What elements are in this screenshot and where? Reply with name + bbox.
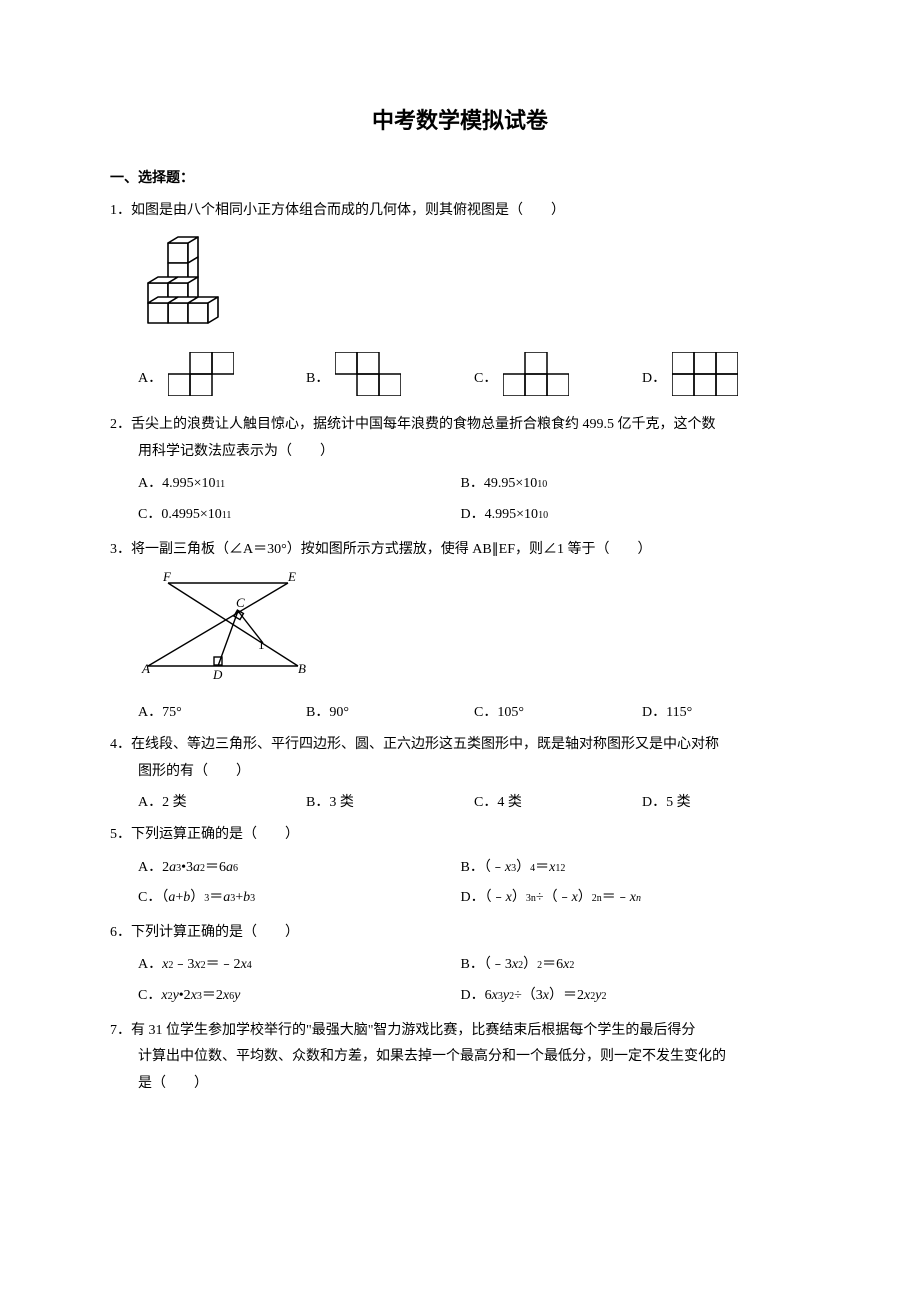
- svg-text:B: B: [298, 661, 306, 676]
- q1-opt-b: B．: [306, 352, 456, 407]
- q-num: 7．: [110, 1023, 131, 1038]
- q5-opt-b: B．（﹣x3）4＝x12: [461, 855, 784, 882]
- q3-options: A．75° B．90° C．105° D．115°: [110, 700, 810, 727]
- q4-opt-a: A．2 类: [138, 790, 306, 817]
- q-num: 2．: [110, 417, 131, 432]
- q-num: 5．: [110, 827, 131, 842]
- q2-opt-c: C．0.4995×1011: [138, 502, 461, 529]
- q1-isometric-figure: [138, 233, 810, 344]
- q-text: 下列运算正确的是（ ）: [131, 827, 299, 842]
- svg-text:A: A: [141, 661, 150, 676]
- q-text: 如图是由八个相同小正方体组合而成的几何体，则其俯视图是（ ）: [131, 203, 565, 218]
- q4-opt-d: D．5 类: [642, 790, 810, 817]
- q6-opt-d: D．6x3y2÷（3x）＝2x2y2: [461, 983, 784, 1010]
- q2-opt-d: D．4.995×1010: [461, 502, 784, 529]
- q3-opt-d: D．115°: [642, 700, 810, 727]
- q3-figure: F E C A D B 1: [138, 571, 810, 692]
- svg-text:1: 1: [258, 637, 265, 652]
- q1-opt-c-figure: [503, 352, 569, 407]
- q1-options: A． B．: [110, 352, 810, 407]
- question-4: 4．在线段、等边三角形、平行四边形、圆、正六边形这五类图形中，既是轴对称图形又是…: [110, 732, 810, 785]
- q3-opt-c: C．105°: [474, 700, 642, 727]
- question-3: 3．将一副三角板（∠A＝30°）按如图所示方式摆放，使得 AB∥EF，则∠1 等…: [110, 537, 810, 564]
- q4-opt-b: B．3 类: [306, 790, 474, 817]
- question-5: 5．下列运算正确的是（ ）: [110, 822, 810, 849]
- q4-opt-c: C．4 类: [474, 790, 642, 817]
- q7-text3: 是（ ）: [110, 1071, 810, 1098]
- q7-text2: 计算出中位数、平均数、众数和方差，如果去掉一个最高分和一个最低分，则一定不发生变…: [110, 1044, 810, 1071]
- q-text: 下列计算正确的是（ ）: [131, 925, 299, 940]
- question-2: 2．舌尖上的浪费让人触目惊心，据统计中国每年浪费的食物总量折合粮食约 499.5…: [110, 412, 810, 465]
- q2-options: A．4.995×1011 B．49.95×1010 C．0.4995×1011 …: [110, 469, 810, 530]
- question-7: 7．有 31 位学生参加学校举行的"最强大脑"智力游戏比赛，比赛结束后根据每个学…: [110, 1018, 810, 1098]
- q6-opt-c: C．x2y•2x3＝2x6y: [138, 983, 461, 1010]
- q-text: 有 31 位学生参加学校举行的"最强大脑"智力游戏比赛，比赛结束后根据每个学生的…: [131, 1023, 695, 1038]
- q2-opt-a: A．4.995×1011: [138, 471, 461, 498]
- q2-opt-b: B．49.95×1010: [461, 471, 784, 498]
- q1-opt-a-figure: [168, 352, 234, 407]
- q5-opt-c: C．（a+b）3＝a3+b3: [138, 885, 461, 912]
- q5-opt-d: D．（﹣x）3n÷（﹣x）2n＝﹣xn: [461, 885, 784, 912]
- svg-text:D: D: [212, 667, 223, 681]
- q-text: 舌尖上的浪费让人触目惊心，据统计中国每年浪费的食物总量折合粮食约 499.5 亿…: [131, 417, 716, 432]
- q6-opt-a: A．x2﹣3x2＝﹣2x4: [138, 952, 461, 979]
- section-heading: 一、选择题：: [110, 166, 810, 193]
- q5-opt-a: A．2a3•3a2＝6a6: [138, 855, 461, 882]
- q6-options: A．x2﹣3x2＝﹣2x4 B．（﹣3x2）2＝6x2 C．x2y•2x3＝2x…: [110, 950, 810, 1011]
- page-title: 中考数学模拟试卷: [110, 100, 810, 142]
- q3-opt-a: A．75°: [138, 700, 306, 727]
- q6-opt-b: B．（﹣3x2）2＝6x2: [461, 952, 784, 979]
- q-text: 将一副三角板（∠A＝30°）按如图所示方式摆放，使得 AB∥EF，则∠1 等于（…: [131, 542, 652, 557]
- q4-options: A．2 类 B．3 类 C．4 类 D．5 类: [110, 790, 810, 817]
- q-num: 4．: [110, 737, 131, 752]
- q-text: 在线段、等边三角形、平行四边形、圆、正六边形这五类图形中，既是轴对称图形又是中心…: [131, 737, 719, 752]
- q1-opt-b-figure: [335, 352, 401, 407]
- document-page: 中考数学模拟试卷 一、选择题： 1．如图是由八个相同小正方体组合而成的几何体，则…: [0, 0, 920, 1161]
- svg-text:C: C: [236, 595, 245, 610]
- q4-text2: 图形的有（ ）: [110, 759, 810, 786]
- svg-text:F: F: [162, 571, 172, 584]
- q1-opt-d-figure: [672, 352, 738, 407]
- q-num: 6．: [110, 925, 131, 940]
- q-num: 1．: [110, 203, 131, 218]
- q1-opt-a: A．: [138, 352, 288, 407]
- question-1: 1．如图是由八个相同小正方体组合而成的几何体，则其俯视图是（ ）: [110, 198, 810, 225]
- q1-opt-c: C．: [474, 352, 624, 407]
- q-num: 3．: [110, 542, 131, 557]
- question-6: 6．下列计算正确的是（ ）: [110, 920, 810, 947]
- svg-text:E: E: [287, 571, 296, 584]
- q2-text2: 用科学记数法应表示为（ ）: [110, 439, 810, 466]
- q3-opt-b: B．90°: [306, 700, 474, 727]
- q1-opt-d: D．: [642, 352, 792, 407]
- q5-options: A．2a3•3a2＝6a6 B．（﹣x3）4＝x12 C．（a+b）3＝a3+b…: [110, 853, 810, 914]
